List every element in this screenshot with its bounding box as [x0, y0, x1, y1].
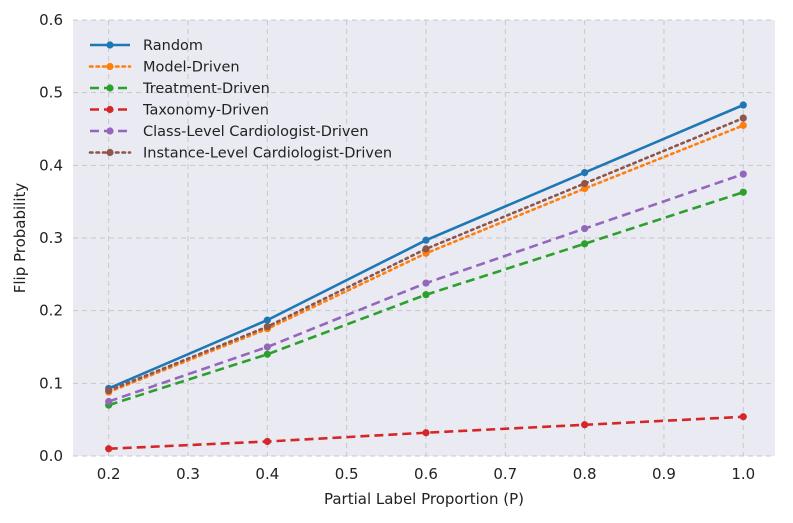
legend-item: Instance-Level Cardiologist-Driven — [88, 146, 392, 162]
y-tick-label: 0.4 — [39, 156, 63, 174]
data-point — [581, 184, 589, 193]
series-line — [108, 415, 744, 450]
legend-swatch-marker — [106, 127, 114, 135]
legend-swatch-marker — [106, 105, 114, 114]
legend-swatch-marker — [106, 148, 114, 157]
data-point — [581, 224, 589, 233]
legend-label: Taxonomy-Driven — [142, 103, 269, 119]
x-tick-label: 0.3 — [176, 465, 200, 483]
legend-item: Random — [90, 38, 203, 54]
legend-label: Treatment-Driven — [142, 81, 270, 97]
y-tick-label: 0.2 — [39, 302, 63, 320]
data-point — [739, 121, 747, 129]
data-point — [739, 101, 747, 109]
data-point — [263, 437, 271, 446]
series-class-level-cardiologist-driven — [105, 170, 747, 406]
series-layer — [105, 101, 747, 453]
data-point — [581, 240, 589, 248]
y-tick-label: 0.0 — [39, 447, 63, 465]
data-point — [739, 188, 747, 196]
legend-item: Treatment-Driven — [90, 81, 270, 97]
data-point — [263, 343, 271, 351]
x-tick-label: 0.7 — [493, 465, 517, 483]
x-tick-label: 0.9 — [652, 465, 676, 483]
legend-swatch-marker — [106, 84, 114, 92]
data-point — [581, 169, 589, 177]
y-tick-label: 0.6 — [39, 11, 63, 29]
data-point — [105, 387, 113, 395]
legend-label: Class-Level Cardiologist-Driven — [143, 124, 369, 140]
series-taxonomy-driven — [105, 413, 747, 453]
data-point — [263, 316, 271, 324]
legend-label: Random — [143, 38, 203, 54]
data-point — [422, 236, 430, 244]
data-point — [422, 291, 430, 299]
data-point — [422, 279, 430, 287]
y-tick-label: 0.5 — [39, 84, 63, 102]
legend-label: Instance-Level Cardiologist-Driven — [143, 146, 392, 162]
grid-lines — [73, 19, 775, 457]
legend-item: Class-Level Cardiologist-Driven — [90, 124, 369, 140]
legend-item: Model-Driven — [88, 60, 240, 76]
x-tick-label: 0.2 — [97, 465, 121, 483]
data-point — [263, 350, 271, 358]
x-axis-ticks: 0.2 0.3 0.4 0.5 0.6 0.7 0.8 0.9 1.0 — [97, 465, 755, 483]
data-point — [739, 170, 747, 178]
y-axis-label: Flip Probability — [11, 183, 29, 294]
series-instance-level-cardiologist-driven — [105, 114, 747, 395]
legend: Random Model-Driven Treatment-Driven Taxono… — [88, 38, 392, 162]
x-tick-label: 1.0 — [731, 465, 755, 483]
data-point — [105, 445, 113, 453]
legend-label: Model-Driven — [143, 60, 240, 76]
x-tick-label: 0.6 — [414, 465, 438, 483]
legend-item: Taxonomy-Driven — [90, 103, 269, 119]
data-point — [422, 245, 430, 253]
data-point — [263, 323, 271, 331]
data-point — [105, 397, 113, 406]
x-axis-label: Partial Label Proportion (P) — [324, 490, 524, 508]
legend-swatch-marker — [106, 41, 114, 49]
data-point — [581, 421, 589, 429]
x-tick-label: 0.4 — [255, 465, 279, 483]
data-point — [739, 413, 747, 421]
y-tick-label: 0.1 — [39, 374, 63, 392]
data-point — [581, 179, 589, 188]
y-tick-label: 0.3 — [39, 229, 63, 247]
x-tick-label: 0.8 — [573, 465, 597, 483]
legend-swatch-marker — [106, 62, 114, 71]
x-tick-label: 0.5 — [335, 465, 359, 483]
data-point — [739, 114, 747, 122]
y-axis-ticks: 0.0 0.1 0.2 0.3 0.4 0.5 0.6 — [39, 11, 63, 465]
data-point — [422, 429, 430, 437]
